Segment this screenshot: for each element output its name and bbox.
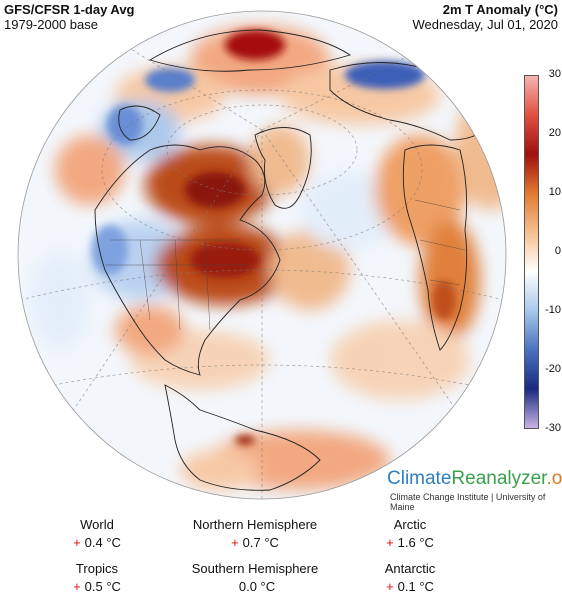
colorbar-tick: -20 xyxy=(545,363,561,375)
stat-label: World xyxy=(80,517,114,532)
stat-value: 1.6 °C xyxy=(397,535,434,550)
brand-part-org: .org xyxy=(546,468,562,489)
stat-label: Tropics xyxy=(75,561,119,576)
stat-value: 0.1 °C xyxy=(397,579,434,594)
stat-northern-hemisphere: Northern Hemisphere +0.7 °C xyxy=(180,516,330,552)
colorbar-tick: 20 xyxy=(548,127,561,139)
stat-label: Arctic xyxy=(393,517,427,532)
stat-label: Southern Hemisphere xyxy=(191,561,319,576)
colorbar-tick: 30 xyxy=(548,68,561,80)
stat-label: Antarctic xyxy=(384,561,436,576)
stat-antarctic: Antarctic +0.1 °C xyxy=(370,560,450,596)
stat-world: World +0.4 °C xyxy=(62,516,132,552)
colorbar-tick: 10 xyxy=(548,186,561,198)
variable-title: 2m T Anomaly (°C) xyxy=(442,2,558,17)
stat-tropics: Tropics +0.5 °C xyxy=(62,560,132,596)
stat-sign: + xyxy=(73,579,81,594)
colorbar-legend: 30 20 10 0 -10 -20 -30 xyxy=(521,68,561,434)
stat-value: 0.0 °C xyxy=(238,579,276,594)
stat-sign: + xyxy=(231,535,239,550)
stat-sign: + xyxy=(386,535,394,550)
stat-southern-hemisphere: Southern Hemisphere 0.0 °C xyxy=(180,560,330,596)
date-label: Wednesday, Jul 01, 2020 xyxy=(412,17,558,32)
brand-logo-text[interactable]: ClimateReanalyzer.org xyxy=(387,468,562,490)
stat-label: Northern Hemisphere xyxy=(192,517,318,532)
stat-sign: + xyxy=(73,535,81,550)
colorbar-tick: -10 xyxy=(545,304,561,316)
colorbar-tick: 0 xyxy=(554,245,561,257)
stat-value: 0.7 °C xyxy=(242,535,279,550)
brand-part-reanalyzer: Reanalyzer xyxy=(451,468,547,489)
stat-value: 0.5 °C xyxy=(84,579,121,594)
colorbar-gradient xyxy=(524,75,539,429)
stat-value: 0.4 °C xyxy=(84,535,121,550)
colorbar-tick: -30 xyxy=(545,422,561,434)
brand-part-climate: Climate xyxy=(387,468,452,489)
map-title: GFS/CFSR 1-day Avg xyxy=(4,2,135,17)
stat-sign: + xyxy=(386,579,394,594)
stat-arctic: Arctic +1.6 °C xyxy=(370,516,450,552)
brand-subtitle: Climate Change Institute | University of… xyxy=(390,492,546,512)
baseline-label: 1979-2000 base xyxy=(4,17,98,32)
